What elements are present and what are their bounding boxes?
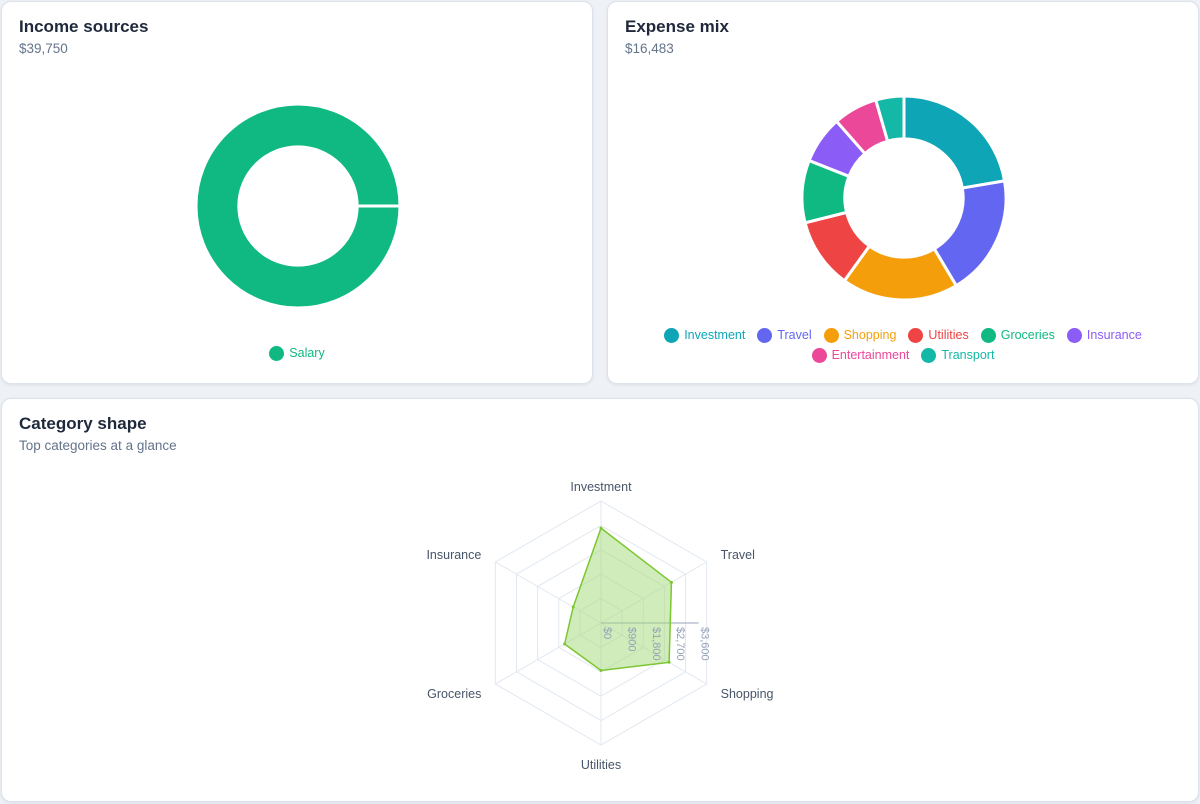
income-total: $39,750 xyxy=(19,41,68,56)
expense-legend-dot xyxy=(908,327,924,343)
radar-axis-label-investment: Investment xyxy=(570,480,632,494)
expense-legend-label: Entertainment xyxy=(831,348,910,362)
radar-axis-label-insurance: Insurance xyxy=(426,548,481,562)
expense-title: Expense mix xyxy=(625,17,729,36)
radar-point-insurance[interactable] xyxy=(571,605,575,609)
radar-point-shopping[interactable] xyxy=(667,660,671,664)
radar-axis-label-travel: Travel xyxy=(721,548,755,562)
expense-legend-dot xyxy=(811,347,827,363)
radar-axis-label-shopping: Shopping xyxy=(721,687,774,701)
expense-legend-label: Utilities xyxy=(928,328,969,342)
expense-donut-chart xyxy=(800,94,1008,302)
income-legend-label: Salary xyxy=(289,346,325,360)
income-donut-chart xyxy=(194,102,402,310)
radar-axis-label-utilities: Utilities xyxy=(581,758,621,772)
expense-legend-dot xyxy=(1066,327,1082,343)
expense-legend-item-groceries[interactable]: Groceries xyxy=(980,326,1055,344)
expense-legend-label: Investment xyxy=(684,328,746,342)
income-sources-card: Income sources $39,750 Salary xyxy=(1,1,593,384)
expense-legend-item-entertainment[interactable]: Entertainment xyxy=(811,346,910,364)
category-radar-chart: $0 $900 $1,800 $2,700 $3,600 Investment Travel… xyxy=(426,480,774,772)
expense-legend-label: Insurance xyxy=(1086,328,1142,342)
radar-point-utilities[interactable] xyxy=(599,668,603,672)
expense-legend-dot xyxy=(757,327,773,343)
expense-legend-dot xyxy=(980,327,996,343)
radar-point-investment[interactable] xyxy=(599,526,603,530)
radar-tick-label: $3,600 xyxy=(699,627,711,661)
expense-legend-label: Travel xyxy=(777,328,812,342)
radar-tick-label: $0 xyxy=(601,627,613,639)
radar-point-groceries[interactable] xyxy=(563,642,567,646)
radar-tick-label: $2,700 xyxy=(674,627,686,661)
expense-legend-dot xyxy=(823,327,839,343)
expense-legend-item-transport[interactable]: Transport xyxy=(921,346,994,364)
income-title: Income sources xyxy=(19,17,149,36)
expense-slice-transport[interactable] xyxy=(873,94,906,144)
expense-legend-item-utilities[interactable]: Utilities xyxy=(908,326,969,344)
expense-legend: Investment Travel Shopping Utilities Groceri… xyxy=(608,326,1198,364)
income-legend-item-salary[interactable]: Salary xyxy=(269,344,325,362)
radar-axis-label-groceries: Groceries xyxy=(427,687,481,701)
expense-legend-item-shopping[interactable]: Shopping xyxy=(823,326,897,344)
radar-point-travel[interactable] xyxy=(669,580,673,584)
income-legend-dot xyxy=(269,345,285,361)
expense-legend-label: Shopping xyxy=(843,328,897,342)
radar-tick-label: $1,800 xyxy=(650,627,662,661)
expense-mix-card: Expense mix $16,483 Investment Travel Shop… xyxy=(607,1,1199,384)
expense-total: $16,483 xyxy=(625,41,674,56)
expense-legend-item-investment[interactable]: Investment xyxy=(664,326,745,344)
expense-legend-dot xyxy=(664,327,680,343)
radar-subtitle: Top categories at a glance xyxy=(19,438,177,453)
category-shape-card: Category shape Top categories at a glanc… xyxy=(1,398,1199,802)
expense-legend-label: Groceries xyxy=(1000,328,1055,342)
income-legend: Salary xyxy=(2,344,592,362)
radar-title: Category shape xyxy=(19,414,147,433)
expense-legend-item-travel[interactable]: Travel xyxy=(757,326,812,344)
expense-legend-dot xyxy=(921,347,937,363)
radar-tick-label: $900 xyxy=(625,627,637,651)
expense-legend-label: Transport xyxy=(941,348,995,362)
expense-legend-item-insurance[interactable]: Insurance xyxy=(1066,326,1142,344)
expense-slice-investment[interactable] xyxy=(902,94,1007,190)
